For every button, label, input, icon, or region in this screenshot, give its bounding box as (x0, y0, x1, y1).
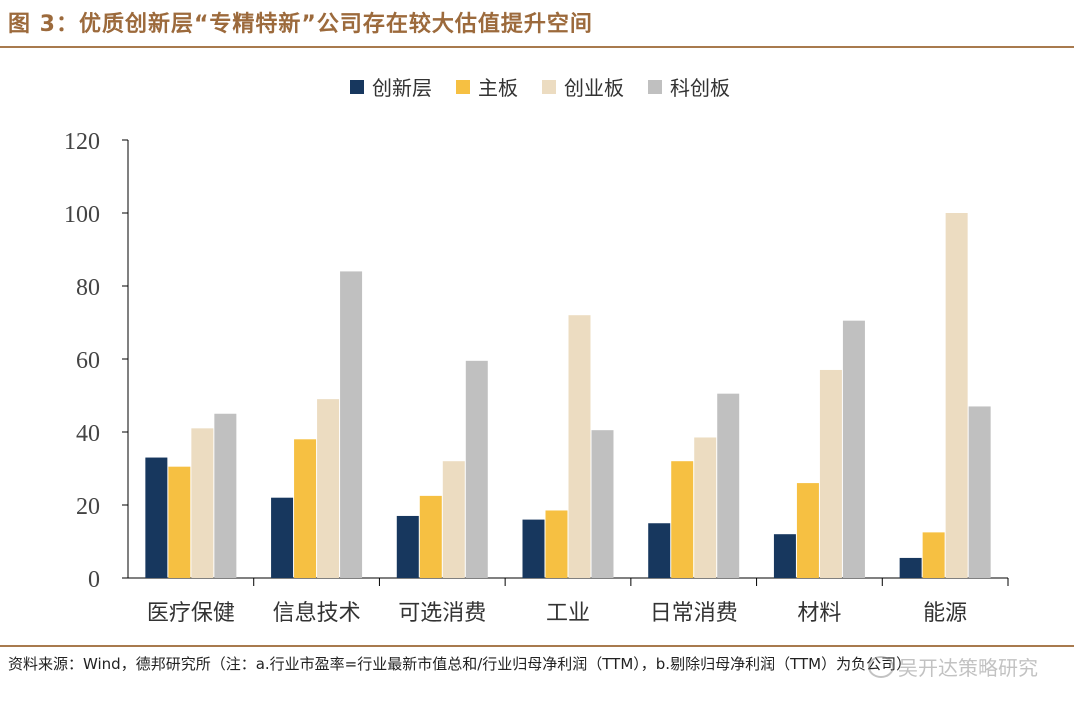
bar-科创板 (591, 430, 614, 578)
legend-label: 主板 (478, 76, 518, 100)
bar-科创板 (968, 406, 991, 578)
bar-科创板 (842, 320, 865, 578)
legend-label: 创新层 (372, 76, 432, 100)
bar-创业板 (442, 461, 465, 578)
x-category-label: 医疗保健 (147, 601, 235, 626)
source-note: 资料来源：Wind，德邦研究所（注：a.行业市盈率=行业最新市值总和/行业归母净… (8, 655, 912, 673)
bar-创业板 (568, 315, 591, 578)
bar-创新层 (396, 515, 419, 578)
legend-item: 创新层 (350, 72, 432, 101)
bar-创业板 (317, 399, 340, 578)
bar-主板 (671, 461, 694, 578)
x-category-label: 日常消费 (650, 601, 738, 626)
bar-科创板 (214, 413, 237, 578)
watermark: 吴开达策略研究 (868, 652, 1038, 681)
legend-item: 创业板 (542, 72, 624, 101)
legend-swatch (456, 79, 470, 94)
x-category-label: 能源 (923, 601, 967, 626)
legend-item: 科创板 (648, 72, 730, 101)
bar-创业板 (945, 213, 968, 578)
legend-swatch (648, 79, 662, 94)
bar-创业板 (191, 428, 214, 578)
bar-主板 (419, 495, 442, 578)
bar-主板 (922, 532, 945, 578)
figure-title: 图 3：优质创新层“专精特新”公司存在较大估值提升空间 (8, 12, 593, 37)
bar-主板 (545, 510, 568, 578)
y-tick-label: 40 (76, 421, 100, 447)
legend-label: 创业板 (564, 76, 624, 100)
y-tick-label: 100 (64, 202, 100, 228)
bar-创新层 (522, 519, 545, 578)
bar-创新层 (648, 523, 671, 578)
bar-主板 (796, 483, 819, 578)
source-divider (0, 645, 1074, 647)
bar-创新层 (271, 497, 294, 578)
y-tick-label: 80 (76, 275, 100, 301)
bar-科创板 (717, 393, 740, 578)
bar-科创板 (340, 271, 363, 578)
bar-主板 (168, 466, 191, 578)
y-tick-label: 20 (76, 494, 100, 520)
bar-主板 (294, 439, 317, 578)
bar-创业板 (819, 369, 842, 578)
y-tick-label: 60 (76, 348, 100, 374)
x-category-label: 可选消费 (398, 601, 486, 626)
bar-创新层 (773, 534, 796, 578)
wechat-icon (868, 655, 894, 678)
y-tick-label: 0 (88, 567, 100, 593)
x-category-label: 工业 (546, 601, 590, 626)
x-category-label: 信息技术 (273, 601, 361, 626)
bar-chart: 0 20 40 60 80 100 120 医疗保健 信息技术 可选消费 工业 日常消费 材料 能源 (64, 129, 1009, 626)
legend-swatch (542, 79, 556, 94)
y-tick-label: 120 (64, 129, 100, 155)
bar-创新层 (899, 557, 922, 578)
bar-科创板 (465, 360, 488, 578)
legend-item: 主板 (456, 72, 518, 101)
title-divider (0, 46, 1074, 48)
legend-label: 科创板 (670, 76, 730, 100)
chart-legend: 创新层 主板 创业板 科创板 (0, 72, 1080, 101)
legend-swatch (350, 79, 364, 94)
bar-创业板 (694, 437, 717, 578)
x-category-label: 材料 (797, 601, 841, 626)
watermark-text: 吴开达策略研究 (898, 656, 1038, 680)
bar-创新层 (145, 457, 168, 578)
